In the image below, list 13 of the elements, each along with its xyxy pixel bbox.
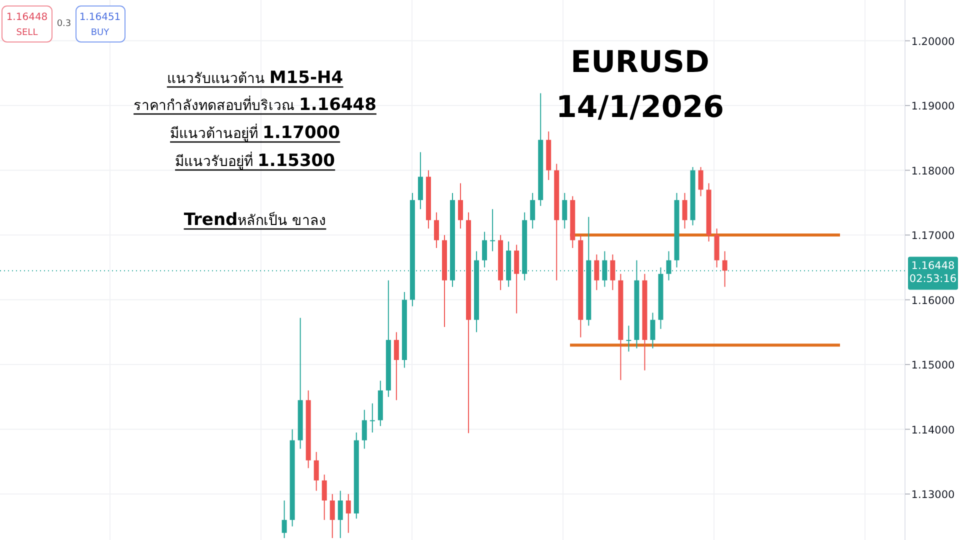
annotation: ราคากำลังทดสอบที่บริเวณ 1.16448 <box>134 95 376 115</box>
annotation: 1.16448 <box>6 12 48 23</box>
title: EURUSD <box>570 45 710 80</box>
subtitle: 14/1/2026 <box>556 90 724 125</box>
annotation: มีแนวรับอยู่ที่ 1.15300 <box>175 151 335 171</box>
annotation: SELL <box>16 28 38 38</box>
annotation: 02:53:16 <box>909 273 957 285</box>
annotation: มีแนวต้านอยู่ที่ 1.17000 <box>170 123 340 143</box>
annotation: แนวรับแนวต้าน M15-H4 <box>166 68 344 88</box>
annotation: 0.3 <box>56 19 72 29</box>
annotation: BUY <box>90 28 110 38</box>
annotation: Trendหลักเป็น ขาลง <box>184 210 326 230</box>
annotation: 1.16451 <box>79 12 121 23</box>
